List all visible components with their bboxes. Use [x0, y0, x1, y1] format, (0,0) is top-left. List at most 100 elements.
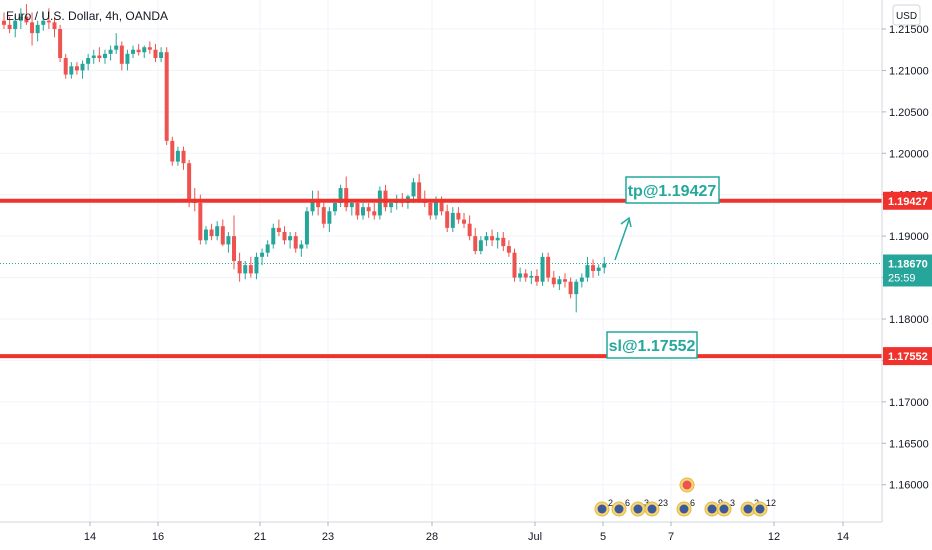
currency-button[interactable]: USD [892, 4, 921, 26]
x-tick-label: 21 [254, 531, 266, 543]
candle [591, 259, 596, 278]
x-tick-label: 5 [600, 531, 606, 543]
candle-body [203, 229, 208, 241]
price-axis[interactable]: 1.215001.210001.205001.200001.195001.190… [881, 0, 932, 522]
candle [456, 207, 461, 224]
candle-body [534, 275, 539, 282]
candle [248, 256, 253, 278]
event-marker[interactable] [679, 477, 695, 493]
candle-body [310, 198, 315, 212]
levels [0, 198, 882, 359]
candle [237, 252, 242, 282]
event-count: 3 [644, 498, 649, 508]
tp-annotation[interactable]: tp@1.19427 [625, 176, 720, 204]
x-tick-label: 28 [426, 531, 438, 543]
candle [596, 264, 601, 276]
candle-body [490, 236, 495, 241]
candle-body [18, 16, 23, 21]
candle [310, 190, 315, 216]
candle-body [198, 203, 203, 241]
candle [478, 236, 483, 255]
candle [304, 207, 309, 249]
candle-body [187, 163, 192, 199]
flag-icon-center [614, 504, 624, 514]
event-count: 6 [625, 498, 630, 508]
time-axis[interactable]: 14 16 21 23 28 Jul 5 7 12 14 [0, 521, 882, 543]
candle [484, 232, 489, 247]
grid [0, 0, 882, 522]
event-marker[interactable]: 2 [594, 498, 613, 517]
economic-events[interactable]: 26323693212 [594, 477, 776, 517]
candle-body [136, 49, 141, 53]
candle-body [484, 236, 489, 241]
candle-body [58, 29, 63, 58]
candle-body [473, 236, 478, 252]
sl-annotation[interactable]: sl@1.17552 [606, 331, 698, 359]
currency-label: USD [896, 11, 917, 22]
candle [7, 16, 12, 34]
candle-body [265, 244, 270, 253]
arrow-annotation [614, 216, 632, 261]
x-tick-label: 12 [768, 531, 780, 543]
candle-body [596, 267, 601, 271]
y-tick-label: 1.21500 [889, 24, 929, 36]
candles [2, 4, 607, 313]
candle-body [299, 244, 304, 249]
candle-body [226, 236, 231, 245]
candle [159, 47, 164, 63]
candle-body [147, 47, 152, 50]
candle [35, 20, 40, 42]
candle-body [282, 232, 287, 241]
candle-body [220, 226, 225, 245]
candle-body [52, 22, 57, 29]
candle-body [2, 20, 6, 25]
candle-body [332, 203, 337, 212]
candle-body [119, 45, 124, 64]
event-marker[interactable]: 3 [630, 498, 649, 517]
event-marker[interactable]: 23 [644, 498, 668, 517]
candle-body [433, 200, 438, 216]
sl-price-label: 1.17552 [888, 351, 928, 363]
candle [164, 47, 169, 145]
candle [602, 256, 607, 274]
candle-body [327, 211, 332, 224]
event-marker[interactable]: 6 [611, 498, 630, 517]
countdown-label: 25:59 [888, 272, 916, 284]
candle [215, 221, 220, 241]
candle [209, 223, 214, 241]
sl-price-tag [883, 347, 932, 366]
candle [327, 207, 332, 232]
candle-body [181, 150, 186, 164]
candle-body [97, 55, 102, 58]
event-count: 12 [766, 498, 776, 508]
event-marker[interactable]: 6 [676, 498, 695, 517]
candle [417, 174, 422, 203]
x-tick-label: 23 [322, 531, 334, 543]
candle [142, 45, 147, 58]
candle [450, 207, 455, 232]
candle-body [91, 55, 96, 58]
candle [181, 146, 186, 170]
candle [529, 270, 534, 285]
candle [344, 176, 349, 212]
candle [52, 16, 57, 38]
candle [119, 41, 124, 71]
candle-body [450, 212, 455, 228]
event-count: 3 [730, 498, 735, 508]
candle-body [80, 63, 85, 71]
candle-body [74, 66, 79, 71]
candle [153, 43, 158, 63]
candle-body [254, 256, 259, 274]
candle [506, 240, 511, 257]
event-marker[interactable]: 12 [752, 498, 776, 517]
candle [260, 248, 265, 266]
candle-body [35, 24, 40, 34]
candle-body [462, 219, 467, 224]
candle-body [478, 240, 483, 252]
candle-body [563, 279, 567, 282]
candle-body [506, 246, 511, 253]
candle [114, 33, 119, 54]
event-marker[interactable]: 3 [716, 498, 735, 517]
candle [372, 203, 377, 220]
